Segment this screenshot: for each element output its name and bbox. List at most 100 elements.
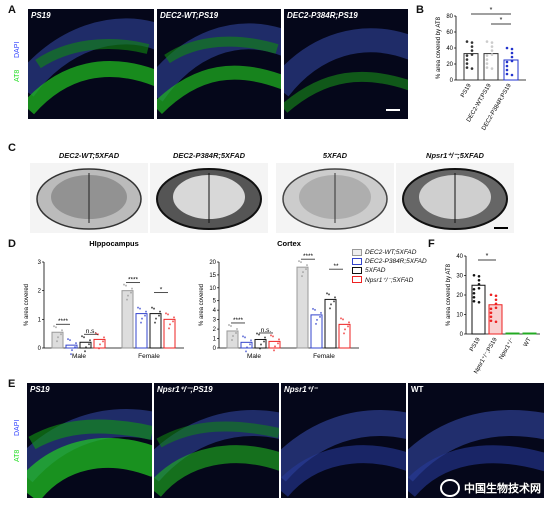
data-point — [470, 41, 474, 44]
watermark-text: 中国生物技术网 — [464, 483, 541, 495]
data-point — [102, 340, 104, 343]
bar — [163, 318, 176, 349]
brain-5xfad: 5XFAD — [276, 151, 394, 233]
data-point — [74, 346, 76, 349]
chart-title: HIppocampus — [89, 239, 139, 248]
x-tick-label: Female — [313, 353, 335, 360]
brain-label: Npsr1⁺/⁻;5XFAD — [426, 151, 484, 160]
data-point — [510, 59, 514, 63]
data-point — [344, 328, 346, 331]
y-tick-label: 80 — [446, 14, 453, 20]
channel-label-at8: AT8 — [14, 69, 21, 82]
data-point — [494, 298, 498, 302]
data-point — [505, 60, 509, 64]
data-point — [154, 321, 156, 324]
watermark: 中国生物技术网 — [440, 479, 541, 497]
data-point — [505, 64, 509, 68]
bar — [268, 340, 281, 349]
data-point — [145, 310, 147, 313]
data-point — [490, 53, 494, 56]
sig-label: **** — [233, 317, 244, 324]
data-point — [141, 317, 143, 320]
micrograph-e-wt: WT — [408, 383, 544, 498]
y-tick-label: 2 — [38, 289, 42, 295]
data-point — [125, 284, 127, 287]
data-point — [130, 291, 132, 294]
legend-swatch — [352, 267, 362, 274]
y-tick-label: 0 — [213, 346, 217, 352]
micrograph-dec2-wt-ps19: DEC2-WT;PS19 — [157, 9, 281, 119]
panel-letter-d: D — [8, 238, 16, 250]
data-point — [53, 325, 55, 328]
chart-d-hippocampus: HIppocampus 0 1 2 3 % area covered Male **** n.s… — [24, 239, 184, 360]
y-tick-label: 1 — [213, 337, 217, 343]
data-point — [510, 55, 514, 59]
data-point — [263, 340, 265, 343]
legend-label: DEC2-WT;5XFAD — [365, 249, 417, 256]
x-tick-label: WT — [523, 337, 533, 348]
brain-npsr1-5xfad: Npsr1⁺/⁻;5XFAD — [396, 151, 514, 233]
data-point — [256, 332, 258, 335]
sig-star: * — [500, 17, 503, 24]
data-point — [270, 334, 272, 337]
data-point — [330, 303, 332, 306]
data-point — [465, 66, 469, 69]
brain-label: DEC2-WT;5XFAD — [58, 151, 120, 160]
data-point — [490, 41, 494, 44]
y-tick-label: 1 — [38, 317, 42, 323]
data-point — [158, 314, 160, 317]
data-point — [485, 58, 489, 61]
y-tick-label: 40 — [456, 254, 463, 260]
y-tick-label: 3 — [213, 318, 217, 324]
chart-d-cortex: Cortex% area covered012345101520Male****… — [199, 239, 359, 360]
data-point — [165, 312, 167, 315]
data-point — [340, 317, 342, 320]
data-point — [126, 298, 128, 301]
panel-letter-a: A — [8, 4, 16, 16]
legend-item: 5XFAD — [352, 266, 427, 275]
data-point — [259, 347, 261, 350]
x-tick-label: PS19 — [469, 336, 482, 352]
data-point — [300, 261, 302, 264]
data-point — [485, 40, 489, 43]
data-point — [306, 264, 308, 267]
y-tick-label: 30 — [456, 274, 463, 280]
sig-star: * — [486, 253, 489, 260]
channel-label-at8: AT8 — [14, 449, 21, 462]
data-point — [232, 334, 234, 337]
data-point — [173, 316, 175, 319]
sig-label: **** — [303, 253, 314, 260]
data-point — [312, 307, 314, 310]
brain-label: DEC2-P384R;5XFAD — [172, 151, 246, 160]
data-point — [127, 294, 129, 297]
data-point — [274, 345, 276, 348]
brain-label: 5XFAD — [322, 151, 348, 160]
micrograph-label: WT — [411, 385, 424, 394]
data-point — [465, 58, 469, 61]
data-point — [169, 323, 171, 326]
channel-label-dapi: DAPI — [14, 419, 21, 436]
data-point — [249, 343, 251, 346]
bar — [522, 332, 537, 335]
data-point — [60, 333, 62, 336]
bar — [324, 298, 337, 349]
brain-dec2-p384r-5xfad: DEC2-P384R;5XFAD — [150, 151, 268, 233]
micrograph-label: Npsr1⁺/⁻ — [284, 385, 318, 394]
data-point — [477, 274, 481, 278]
y-tick-label: 20 — [456, 293, 463, 299]
y-tick-label: 5 — [213, 299, 217, 305]
micrograph-dec2-p384r-ps19: DEC2-P384R;PS19 — [284, 9, 408, 119]
y-tick-label: 20 — [446, 62, 453, 68]
sig-label: n.s. — [261, 327, 272, 334]
legend-item: DEC2-WT;5XFAD — [352, 248, 427, 257]
data-point — [465, 40, 469, 43]
channel-label-dapi: DAPI — [14, 41, 21, 58]
data-point — [123, 283, 125, 286]
data-point — [510, 47, 514, 51]
data-point — [342, 318, 344, 321]
watermark-logo-icon — [440, 479, 460, 497]
data-point — [57, 336, 59, 339]
data-point — [489, 315, 493, 319]
legend-swatch — [352, 258, 362, 265]
data-point — [167, 313, 169, 316]
